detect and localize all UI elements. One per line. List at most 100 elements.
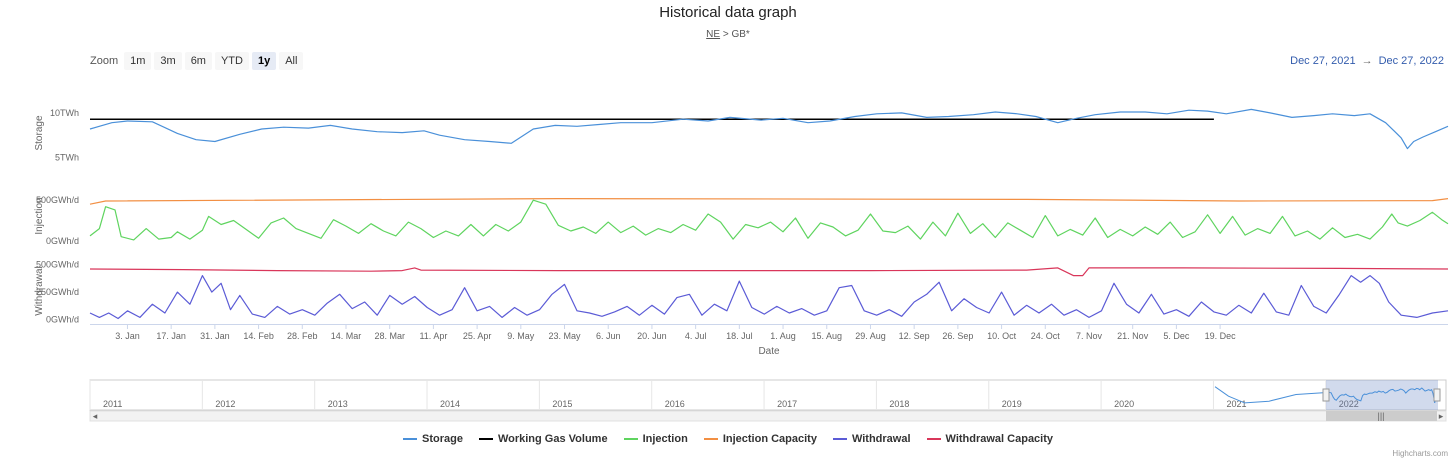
series-storage [89,108,1449,150]
date-range: Dec 27, 2021 → Dec 27, 2022 [1290,55,1444,67]
legend-line-icon [832,438,847,440]
scroll-right-icon: ▸ [1439,411,1444,421]
x-tick-label: 1. Aug [770,331,796,341]
x-tick-label: 29. Aug [855,331,886,341]
x-tick-label: 6. Jun [596,331,621,341]
range-arrow: → [1361,55,1373,67]
x-tick-label: 17. Jan [156,331,186,341]
navigator-year-label: 2014 [440,399,460,409]
x-tick-label: 10. Oct [987,331,1017,341]
navigator-year-label: 2015 [552,399,572,409]
x-tick-label: 24. Oct [1031,331,1061,341]
scrollbar-grip-icon: ||| [1377,411,1384,421]
zoom-ytd-button[interactable]: YTD [214,52,249,70]
navigator-series-line [1214,386,1324,404]
range-to-input[interactable]: Dec 27, 2022 [1378,55,1444,67]
series-injection-capacity [89,198,1449,205]
navigator-year-label: 2012 [215,399,235,409]
legend-label: Injection Capacity [722,433,817,445]
zoom-label: Zoom [90,55,119,67]
x-tick-label: 25. Apr [463,331,492,341]
y-axis-title: Injection [34,197,45,234]
scrollbar-thumb [1326,411,1437,421]
x-tick-label: 20. Jun [637,331,667,341]
y-tick-label: 0GWh/d [46,236,79,246]
scroll-left-icon: ◂ [93,411,98,421]
zoom-selector: Zoom 1m 3m 6m YTD 1y All [90,52,306,70]
legend-line-icon [402,438,417,440]
navigator-year-label: 2016 [665,399,685,409]
range-from-input[interactable]: Dec 27, 2021 [1290,55,1356,67]
legend: Storage Working Gas Volume Injection Inj… [0,433,1456,445]
x-tick-label: 19. Dec [1205,331,1237,341]
legend-item-withdrawal[interactable]: Withdrawal [832,433,911,445]
x-tick-label: 26. Sep [942,331,973,341]
navigator-handle [1322,388,1330,402]
zoom-6m-button[interactable]: 6m [184,52,212,70]
navigator-series-line [1325,387,1439,403]
legend-item-storage[interactable]: Storage [402,433,463,445]
legend-label: Injection [642,433,688,445]
x-tick-label: 7. Nov [1076,331,1103,341]
x-tick-label: 14. Mar [331,331,362,341]
navigator-year-label: 2011 [103,399,122,409]
navigator-year-label: 2022 [1339,399,1359,409]
x-tick-label: 15. Aug [811,331,842,341]
credits-link[interactable]: Highcharts.com [1392,449,1448,458]
navigator-year-label: 2019 [1002,399,1022,409]
legend-line-icon [478,438,493,440]
navigator-handle [1433,388,1441,402]
legend-line-icon [926,438,941,440]
x-tick-label: 12. Sep [899,331,930,341]
chart-subtitle: NE > GB* [0,29,1456,40]
y-tick-label: 500GWh/d [36,260,79,270]
legend-item-injection[interactable]: Injection [623,433,688,445]
x-tick-label: 5. Dec [1163,331,1190,341]
series-withdrawal-capacity [89,267,1449,277]
navigator-year-label: 2013 [328,399,348,409]
y-tick-label: 500GWh/d [36,195,79,205]
navigator-year-label: 2018 [889,399,909,409]
y-tick-label: 0GWh/d [46,315,79,325]
zoom-1y-button[interactable]: 1y [251,52,277,70]
legend-line-icon [703,438,718,440]
y-tick-label: 5TWh [55,153,79,163]
zoom-3m-button[interactable]: 3m [154,52,182,70]
y-axis-title: Storage [34,115,45,150]
x-tick-label: 11. Apr [419,331,447,341]
subtitle-link[interactable]: NE [706,29,721,40]
x-tick-label: 28. Mar [374,331,405,341]
series-injection [89,199,1449,241]
y-tick-label: 10TWh [50,108,79,118]
y-axis-title: Withdrawal [34,266,45,315]
scrollbar-track [89,410,1447,422]
navigator-year-label: 2021 [1226,399,1246,409]
x-tick-label: 21. Nov [1117,331,1149,341]
navigator-year-label: 2017 [777,399,797,409]
x-tick-label: 23. May [549,331,582,341]
x-tick-label: 28. Feb [287,331,318,341]
legend-label: Working Gas Volume [497,433,608,445]
x-tick-label: 9. May [507,331,535,341]
x-tick-label: 14. Feb [243,331,274,341]
navigator-year-label: 2020 [1114,399,1134,409]
legend-label: Storage [421,433,463,445]
legend-item-withdrawal-capacity[interactable]: Withdrawal Capacity [926,433,1054,445]
subtitle-rest: GB* [731,29,750,40]
zoom-all-button[interactable]: All [279,52,304,70]
legend-line-icon [623,438,638,440]
series-withdrawal [89,275,1449,320]
zoom-1m-button[interactable]: 1m [124,52,152,70]
x-axis-title: Date [758,346,780,357]
chart-title: Historical data graph [659,4,797,21]
x-tick-label: 18. Jul [726,331,753,341]
x-tick-label: 4. Jul [685,331,707,341]
y-tick-label: 250GWh/d [36,287,79,297]
subtitle-separator: > [720,29,732,40]
legend-label: Withdrawal [851,433,911,445]
legend-item-working-gas-volume[interactable]: Working Gas Volume [478,433,608,445]
legend-label: Withdrawal Capacity [945,433,1054,445]
x-tick-label: 31. Jan [200,331,230,341]
legend-item-injection-capacity[interactable]: Injection Capacity [703,433,817,445]
